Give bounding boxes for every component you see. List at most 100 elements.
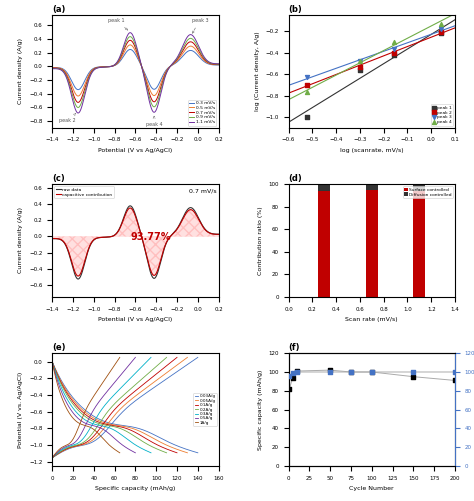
Text: peak 1: peak 1 (109, 18, 128, 30)
Point (286, 372, 293, 380)
0.1A/g (50, 360, 55, 366)
0.5A/g (100, 426, 106, 432)
1A/g (49, 359, 55, 365)
capacitive contribution (182, 211, 188, 217)
Line: 0.1A/g: 0.1A/g (52, 362, 177, 453)
peak 2 (356, 63, 364, 71)
Line: raw data: raw data (52, 206, 219, 279)
Text: 93.77%: 93.77% (131, 232, 171, 242)
Point (410, 368, 417, 376)
0.7 mV/s (164, 68, 170, 74)
0.5 mV/s (123, 47, 128, 53)
raw data (180, 216, 185, 222)
1.1 mV/s (128, 30, 133, 36)
1A/g (106, 442, 112, 448)
raw data (123, 209, 128, 215)
0.5 mV/s (128, 42, 133, 48)
0.2A/g (164, 450, 169, 456)
Text: 0.7 mV/s: 0.7 mV/s (189, 188, 217, 193)
0.5A/g (49, 359, 55, 365)
X-axis label: log (scanrate, mV/s): log (scanrate, mV/s) (340, 148, 403, 153)
0.03A/g (49, 359, 55, 365)
Y-axis label: Specific capacity (mAh/g): Specific capacity (mAh/g) (258, 369, 263, 450)
Legend: peak 1, peak 2, peak 3, peak 4: peak 1, peak 2, peak 3, peak 4 (430, 104, 453, 126)
0.1A/g (123, 425, 129, 431)
0.1A/g (124, 425, 129, 431)
Point (410, 373, 417, 381)
Point (368, 368, 375, 376)
raw data (182, 210, 188, 216)
0.05A/g (184, 450, 190, 456)
capacitive contribution (216, 231, 221, 237)
capacitive contribution (117, 226, 122, 232)
Point (347, 368, 355, 376)
capacitive contribution (180, 217, 185, 223)
Text: (e): (e) (52, 343, 65, 352)
0.3 mV/s (49, 65, 55, 71)
0.9 mV/s (182, 41, 188, 47)
0.3 mV/s (123, 50, 128, 56)
0.03A/g (172, 442, 178, 448)
Line: 0.05A/g: 0.05A/g (52, 362, 187, 453)
raw data (49, 235, 55, 241)
Text: (b): (b) (289, 5, 302, 14)
0.9 mV/s (66, 81, 72, 87)
raw data (164, 239, 170, 245)
0.05A/g (164, 442, 169, 448)
0.3A/g (133, 442, 138, 448)
Point (289, 369, 297, 377)
1A/g (91, 426, 96, 432)
0.2A/g (153, 445, 159, 451)
0.5A/g (99, 425, 105, 431)
peak 4 (391, 38, 398, 46)
0.1A/g (174, 450, 180, 456)
peak 1 (391, 51, 398, 59)
1.1 mV/s (182, 38, 188, 44)
peak 3 (356, 57, 364, 65)
0.3A/g (108, 425, 113, 431)
0.3 mV/s (117, 59, 122, 65)
Line: 1.1 mV/s: 1.1 mV/s (52, 33, 219, 113)
Y-axis label: Contribution ratio (%): Contribution ratio (%) (258, 206, 263, 275)
0.3 mV/s (128, 47, 133, 53)
1.1 mV/s (117, 54, 122, 60)
0.03A/g (136, 425, 141, 431)
peak 4 (356, 57, 364, 65)
1A/g (89, 425, 95, 431)
capacitive contribution (66, 250, 72, 256)
Legend: Surface controlled, Diffusion controlled: Surface controlled, Diffusion controlled (402, 186, 453, 198)
0.5 mV/s (216, 62, 221, 68)
Line: 0.03A/g: 0.03A/g (52, 362, 198, 453)
0.5 mV/s (66, 76, 72, 82)
0.7 mV/s (128, 37, 133, 43)
0.05A/g (49, 359, 55, 365)
1A/g (49, 360, 55, 366)
1.1 mV/s (49, 66, 55, 72)
0.3A/g (108, 425, 114, 431)
0.3A/g (50, 360, 55, 366)
capacitive contribution (49, 235, 55, 241)
0.5A/g (119, 442, 125, 448)
0.9 mV/s (164, 69, 170, 75)
0.9 mV/s (128, 34, 133, 40)
Text: peak 4: peak 4 (146, 116, 163, 127)
0.9 mV/s (180, 46, 185, 52)
0.1A/g (126, 426, 131, 432)
Line: 0.2A/g: 0.2A/g (52, 362, 166, 453)
0.2A/g (49, 359, 55, 365)
0.9 mV/s (117, 55, 122, 61)
Line: capacitive contribution: capacitive contribution (52, 208, 219, 276)
peak 4 (437, 20, 445, 28)
0.9 mV/s (75, 105, 81, 111)
Line: 1A/g: 1A/g (52, 362, 120, 453)
Bar (318, 191, 330, 297)
peak 1 (437, 29, 445, 37)
0.3 mV/s (182, 50, 188, 56)
0.03A/g (195, 450, 201, 456)
0.7 mV/s (123, 43, 128, 49)
Point (286, 385, 293, 393)
Text: (d): (d) (289, 174, 302, 183)
peak 3 (437, 25, 445, 33)
Bar (318, 184, 330, 191)
peak 3 (303, 73, 310, 81)
